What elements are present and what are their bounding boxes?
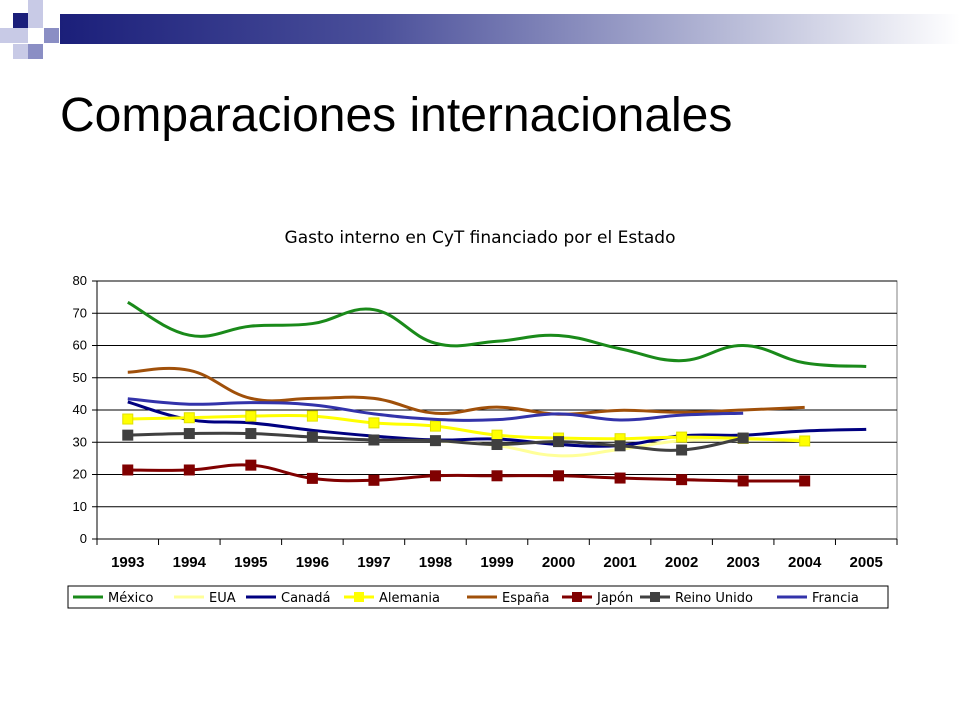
data-point-alemania <box>429 420 441 432</box>
series-m-xico <box>127 300 867 368</box>
series-espa-a <box>127 366 805 416</box>
data-point-jap-n <box>368 474 380 486</box>
slide-title: Comparaciones internacionales <box>60 89 733 142</box>
axes: 0 10 20 30 40 50 60 70 80 1993 1994 1995 1996 1997 199… <box>73 273 898 571</box>
x-tick-label: 2000 <box>542 554 575 571</box>
x-tick-label: 2002 <box>665 554 698 571</box>
data-point-reino-unido <box>676 444 688 456</box>
data-point-reino-unido <box>429 435 441 447</box>
series-lines <box>122 300 867 487</box>
legend-item-canad-: Canadá <box>246 591 330 606</box>
decor-square-light-2 <box>0 28 28 43</box>
legend: México EUA Canadá Alemania España Japón Reino … <box>67 585 889 609</box>
data-point-jap-n <box>183 464 195 476</box>
data-point-alemania <box>306 410 318 422</box>
data-point-jap-n <box>799 475 811 487</box>
legend-label: México <box>108 591 153 606</box>
y-tick-label: 0 <box>80 531 87 546</box>
data-point-jap-n <box>614 472 626 484</box>
data-point-alemania <box>245 410 257 422</box>
legend-item-alemania: Alemania <box>344 591 440 606</box>
data-point-jap-n <box>245 459 257 471</box>
series-reino-unido <box>122 428 749 456</box>
x-tick-label: 2001 <box>603 554 636 571</box>
data-point-alemania <box>799 435 811 447</box>
data-point-jap-n <box>676 474 688 486</box>
legend-label: Francia <box>812 591 859 606</box>
legend-item-eua: EUA <box>174 591 236 606</box>
decor-square-dark-1 <box>13 13 28 28</box>
legend-item-francia: Francia <box>777 591 859 606</box>
legend-marker <box>650 592 660 602</box>
series-line-m-xico <box>127 300 867 368</box>
x-tick-label: 1998 <box>419 554 452 571</box>
y-tick-label: 40 <box>73 402 87 417</box>
data-point-alemania <box>122 413 134 425</box>
data-point-alemania <box>676 431 688 443</box>
data-point-alemania <box>491 429 503 441</box>
decor-square-light-3 <box>13 44 28 59</box>
data-point-reino-unido <box>306 431 318 443</box>
series-line-alemania <box>127 413 805 443</box>
decor-square-light-1 <box>28 0 43 28</box>
data-point-reino-unido <box>122 429 134 441</box>
data-point-reino-unido <box>183 428 195 440</box>
series-line-espa-a <box>127 366 805 416</box>
legend-item-reino-unido: Reino Unido <box>640 591 753 606</box>
legend-item-m-xico: México <box>73 591 153 606</box>
data-point-reino-unido <box>491 439 503 451</box>
legend-label: Alemania <box>379 591 440 606</box>
legend-label: EUA <box>209 591 236 606</box>
data-point-reino-unido <box>553 436 565 448</box>
legend-item-jap-n: Japón <box>562 591 633 606</box>
header-gradient-bar <box>60 14 960 44</box>
legend-marker <box>572 592 582 602</box>
x-tick-label: 1997 <box>357 554 390 571</box>
x-tick-label: 1999 <box>480 554 513 571</box>
x-tick-label: 1993 <box>111 554 144 571</box>
x-tick-label: 1994 <box>173 554 207 571</box>
data-point-jap-n <box>429 470 441 482</box>
decor-square-mid-2 <box>28 44 43 59</box>
y-tick-label: 70 <box>73 305 87 320</box>
decor-square-mid-1 <box>44 28 59 43</box>
data-point-jap-n <box>553 470 565 482</box>
data-point-jap-n <box>737 475 749 487</box>
legend-label: España <box>502 591 549 606</box>
y-tick-label: 60 <box>73 338 87 353</box>
data-point-reino-unido <box>614 440 626 452</box>
data-point-jap-n <box>491 470 503 482</box>
data-point-reino-unido <box>737 432 749 444</box>
legend-label: Reino Unido <box>675 591 753 606</box>
data-point-reino-unido <box>368 434 380 446</box>
data-point-jap-n <box>122 464 134 476</box>
x-tick-label: 2003 <box>726 554 759 571</box>
x-tick-label: 1995 <box>234 554 267 571</box>
y-tick-label: 20 <box>73 467 87 482</box>
x-tick-label: 2004 <box>788 554 822 571</box>
chart-title: Gasto interno en CyT financiado por el E… <box>285 228 676 248</box>
y-tick-label: 10 <box>73 499 87 514</box>
y-tick-label: 80 <box>73 273 87 288</box>
series-line-francia <box>127 397 744 422</box>
legend-label: Japón <box>596 591 633 606</box>
legend-item-espa-a: España <box>467 591 549 606</box>
data-point-reino-unido <box>245 428 257 440</box>
legend-marker <box>354 592 364 602</box>
series-jap-n <box>122 459 811 487</box>
x-tick-label: 2005 <box>850 554 883 571</box>
series-francia <box>127 397 744 422</box>
y-tick-label: 50 <box>73 370 87 385</box>
x-tick-label: 1996 <box>296 554 329 571</box>
data-point-alemania <box>368 417 380 429</box>
data-point-jap-n <box>306 472 318 484</box>
y-tick-label: 30 <box>73 434 87 449</box>
data-point-alemania <box>183 412 195 424</box>
legend-label: Canadá <box>281 591 330 606</box>
